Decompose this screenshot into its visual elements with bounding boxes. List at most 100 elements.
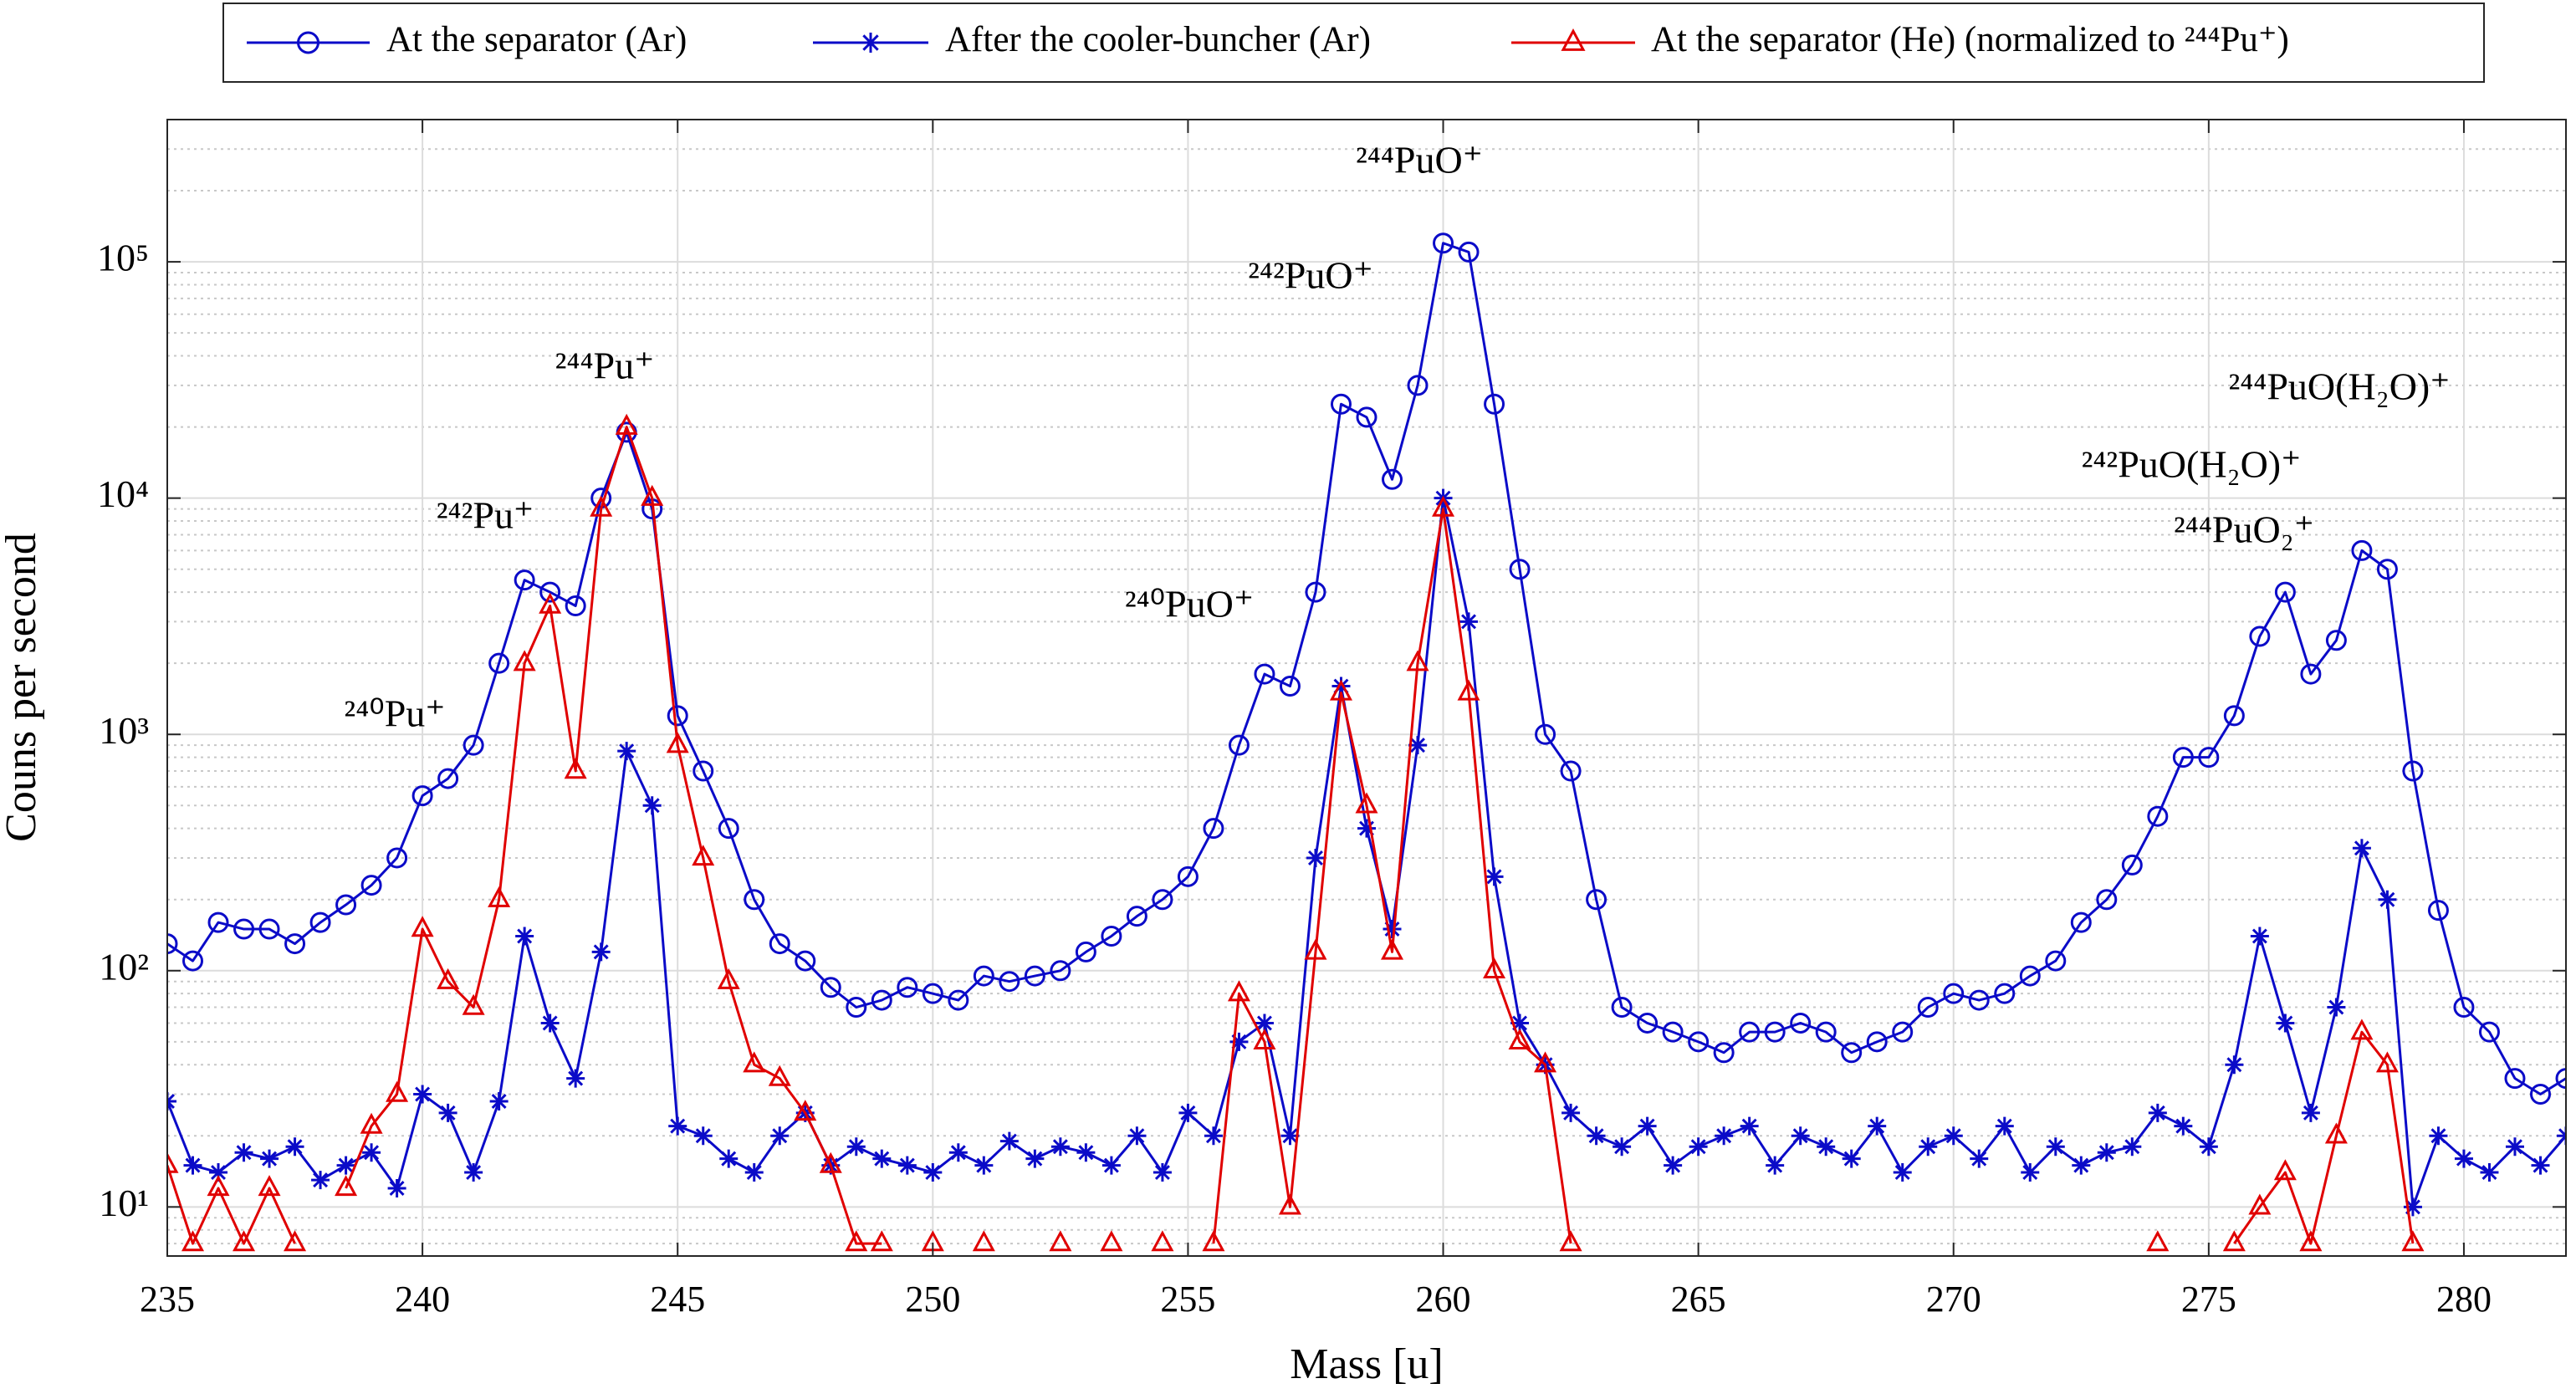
ticks: [166, 120, 2566, 1256]
legend-label: At the separator (Ar): [386, 20, 687, 59]
x-tick-label: 255: [1160, 1279, 1215, 1320]
marker: [870, 1230, 893, 1252]
marker: [1304, 938, 1327, 960]
marker: [1970, 1149, 1989, 1168]
marker: [1534, 1051, 1557, 1073]
marker: [284, 933, 306, 955]
marker: [234, 1143, 253, 1162]
marker: [2222, 1230, 2246, 1252]
marker: [2070, 911, 2092, 933]
marker: [540, 1014, 560, 1033]
annotation: ²⁴²PuO(H₂O)⁺: [2082, 443, 2302, 486]
marker: [693, 1126, 713, 1146]
marker: [1025, 1149, 1045, 1168]
marker: [1050, 1137, 1070, 1156]
y-tick-label: 10⁵: [97, 237, 149, 279]
marker: [1279, 676, 1301, 697]
marker: [1432, 495, 1455, 517]
marker: [2555, 1068, 2566, 1090]
marker: [1817, 1137, 1836, 1156]
marker: [2427, 900, 2449, 922]
marker: [1713, 1042, 1735, 1064]
marker: [1457, 679, 1480, 701]
marker: [2350, 1019, 2374, 1040]
marker: [260, 1149, 279, 1168]
x-tick-label: 270: [1926, 1279, 1981, 1320]
marker: [386, 847, 408, 869]
marker: [1892, 1021, 1914, 1043]
marker: [615, 413, 638, 435]
marker: [462, 993, 485, 1015]
marker: [744, 1163, 764, 1182]
marker: [2480, 1163, 2499, 1182]
marker: [1764, 1021, 1786, 1043]
marker: [1227, 980, 1250, 1002]
marker: [845, 1230, 868, 1252]
marker: [999, 971, 1020, 993]
marker: [2376, 559, 2398, 580]
marker: [1483, 957, 1506, 978]
marker: [2478, 1021, 2500, 1043]
marker: [1357, 819, 1376, 838]
marker: [514, 569, 535, 591]
marker: [1203, 818, 1224, 840]
marker: [1559, 1230, 1582, 1252]
marker: [1740, 1116, 1759, 1136]
marker: [1995, 1116, 2014, 1136]
marker: [717, 968, 740, 989]
marker: [2301, 1103, 2320, 1122]
marker: [463, 734, 484, 756]
marker: [1586, 889, 1607, 911]
marker: [770, 1126, 790, 1146]
marker: [2121, 854, 2143, 876]
grid: [166, 120, 2566, 1256]
marker: [2351, 539, 2373, 561]
marker: [515, 927, 534, 946]
marker: [1204, 1126, 1223, 1146]
x-tick-label: 265: [1671, 1279, 1726, 1320]
marker: [1254, 663, 1275, 685]
marker: [871, 989, 892, 1011]
marker: [948, 1143, 968, 1162]
marker: [1152, 889, 1173, 911]
marker: [1100, 1230, 1123, 1252]
marker: [489, 1091, 509, 1111]
marker: [411, 785, 433, 807]
marker: [2199, 1137, 2218, 1156]
marker: [1278, 1193, 1301, 1215]
marker: [2453, 997, 2475, 1019]
marker: [258, 1175, 281, 1197]
marker: [2021, 1163, 2040, 1182]
marker: [1382, 468, 1403, 490]
marker: [181, 1230, 205, 1252]
marker: [565, 595, 586, 616]
marker: [335, 1175, 358, 1197]
marker: [1253, 1029, 1276, 1050]
marker: [1613, 1137, 1632, 1156]
marker: [1484, 393, 1505, 415]
marker: [1866, 1031, 1888, 1053]
marker: [590, 495, 613, 517]
marker: [2072, 1156, 2091, 1175]
marker: [1509, 559, 1531, 580]
y-axis-label: Couns per second: [0, 533, 45, 842]
annotation: ²⁴²Pu⁺: [437, 494, 534, 537]
marker: [972, 1230, 995, 1252]
marker: [539, 581, 561, 603]
marker: [2324, 1122, 2348, 1144]
marker: [744, 889, 765, 911]
marker: [1561, 1103, 1581, 1122]
annotation: ²⁴⁴PuO(H₂O)⁺: [2228, 365, 2450, 408]
marker: [258, 918, 280, 940]
marker: [666, 732, 689, 753]
marker: [667, 705, 688, 727]
marker: [1331, 677, 1351, 696]
marker: [1383, 920, 1402, 939]
marker: [167, 1151, 179, 1173]
x-axis-label: Mass [u]: [1290, 1340, 1443, 1388]
marker: [1459, 612, 1479, 631]
marker: [1815, 1021, 1837, 1043]
marker: [2504, 1068, 2526, 1090]
